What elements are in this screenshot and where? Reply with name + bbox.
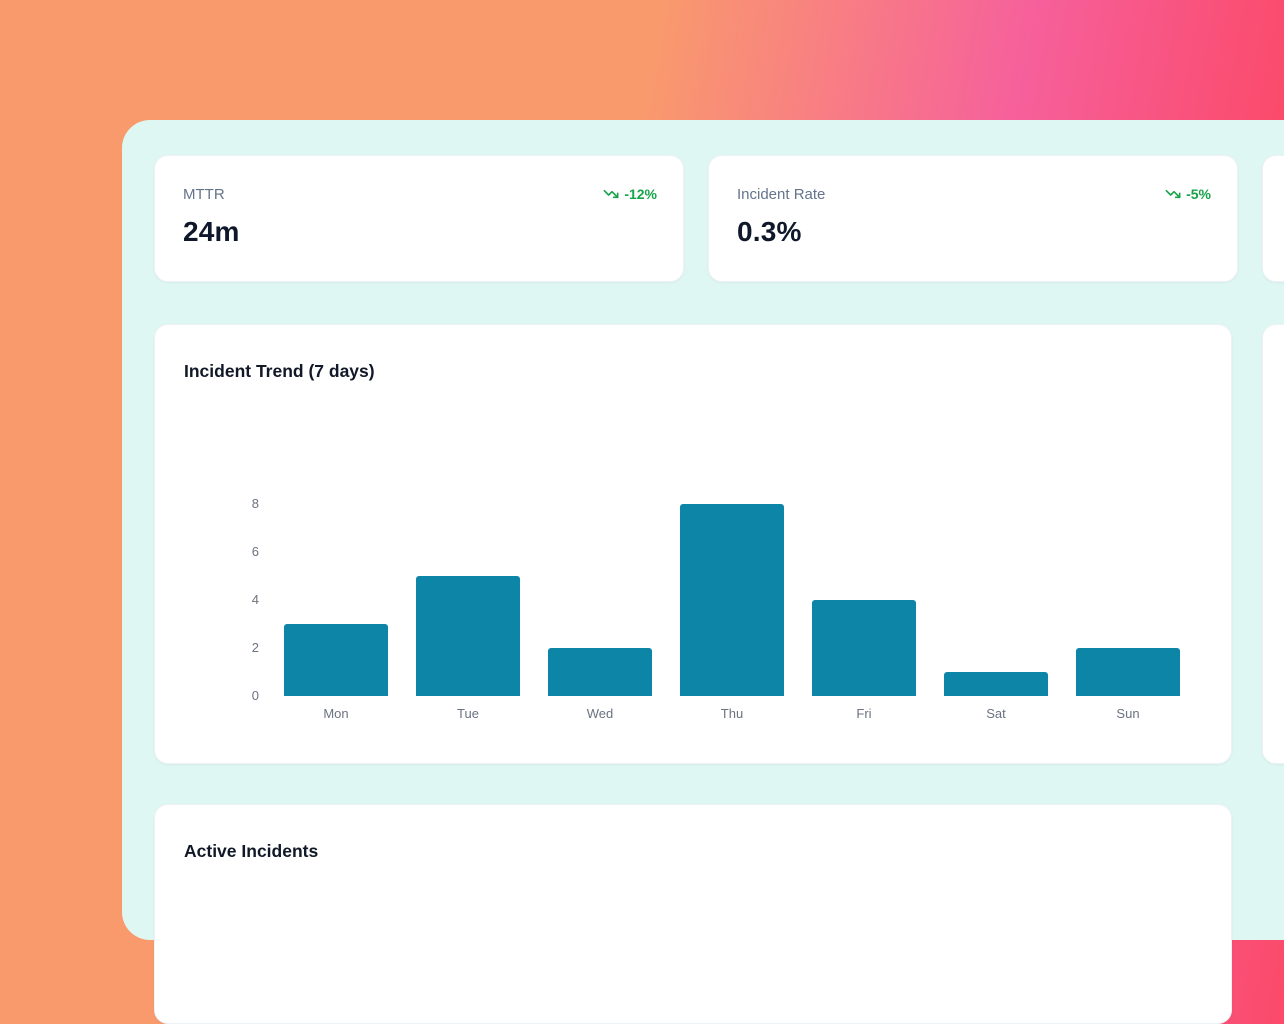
active-incidents-card: Active Incidents — [154, 804, 1232, 1024]
bar-thu — [680, 504, 784, 696]
bar-fri — [812, 600, 916, 696]
x-axis-label: Wed — [586, 706, 614, 721]
x-axis-label: Mon — [323, 706, 349, 721]
bar-column — [548, 413, 652, 696]
y-axis-tick: 8 — [251, 496, 259, 511]
panel-card-partial — [1262, 324, 1284, 764]
y-axis-tick: 2 — [251, 640, 259, 655]
kpi-value: 24m — [183, 216, 240, 247]
bar-sat — [944, 672, 1048, 696]
kpi-label: MTTR — [183, 186, 225, 203]
kpi-delta-badge: -12% — [603, 186, 657, 202]
dashboard-panel: MTTR 24m -12% Incident Rate 0.3% -5% — [122, 120, 1284, 1024]
y-axis: 0 2 4 6 8 — [215, 413, 259, 713]
bar-wed — [548, 648, 652, 696]
bar-column — [680, 413, 784, 696]
y-axis-tick: 0 — [251, 688, 259, 703]
chart-title: Incident Trend (7 days) — [184, 361, 375, 381]
bar-tue — [416, 576, 520, 696]
bar-column — [1076, 413, 1180, 696]
incident-trend-card: Incident Trend (7 days) 0 2 4 6 8 Mon Tue Wed T… — [154, 324, 1232, 764]
bar-column — [284, 413, 388, 696]
kpi-delta-value: -12% — [624, 186, 657, 202]
x-axis-label: Sun — [1116, 706, 1140, 721]
bar-column — [416, 413, 520, 696]
x-axis-label: Tue — [457, 706, 479, 721]
bar-chart: 0 2 4 6 8 Mon Tue Wed Thu Fri Sat Sun — [155, 413, 1231, 743]
trending-down-icon — [603, 186, 619, 202]
y-axis-tick: 6 — [251, 544, 259, 559]
bar-column — [812, 413, 916, 696]
trending-down-icon — [1165, 186, 1181, 202]
kpi-card-mttr: MTTR 24m -12% — [154, 155, 684, 282]
kpi-card-partial — [1262, 155, 1284, 282]
x-axis-label: Fri — [856, 706, 872, 721]
bar-column — [944, 413, 1048, 696]
active-incidents-title: Active Incidents — [184, 841, 319, 861]
x-axis-label: Thu — [720, 706, 744, 721]
kpi-delta-badge: -5% — [1165, 186, 1211, 202]
bar-sun — [1076, 648, 1180, 696]
bar-mon — [284, 624, 388, 696]
kpi-delta-value: -5% — [1186, 186, 1211, 202]
kpi-card-incident-rate: Incident Rate 0.3% -5% — [708, 155, 1238, 282]
x-axis-label: Sat — [986, 706, 1006, 721]
y-axis-tick: 4 — [251, 592, 259, 607]
kpi-label: Incident Rate — [737, 186, 826, 203]
kpi-value: 0.3% — [737, 216, 802, 247]
